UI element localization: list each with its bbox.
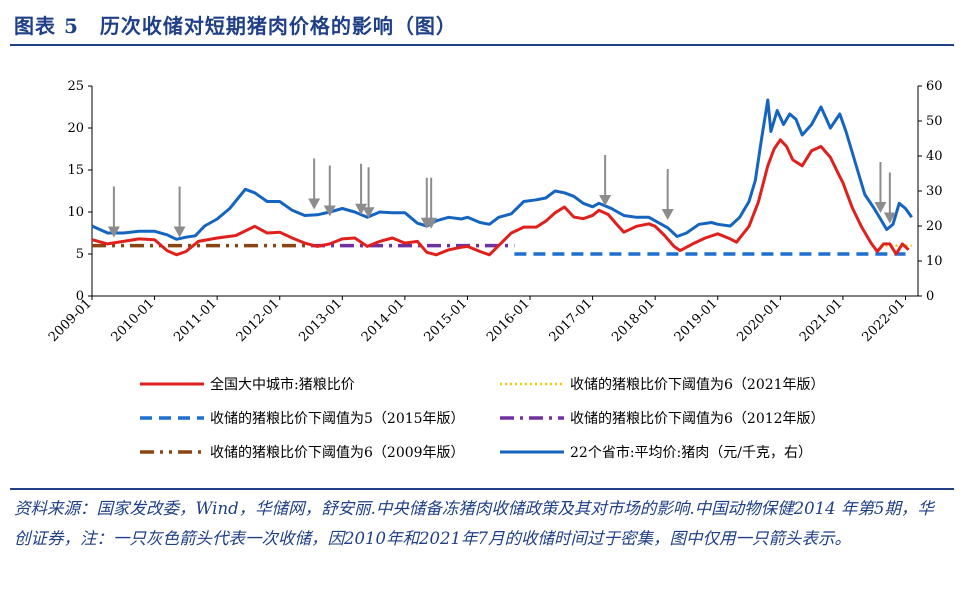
storage-arrow-head [355, 203, 368, 215]
legend-label: 收储的猪粮比价下阈值为6（2012年版） [570, 411, 825, 427]
y-right-tick-label: 40 [926, 149, 943, 164]
legend-label: 全国大中城市:猪粮比价 [210, 376, 355, 393]
x-tick-label: 2016-01 [484, 296, 533, 345]
storage-arrow-head [425, 217, 438, 229]
storage-arrow [362, 167, 375, 219]
chart: 0 5 10 15 20 25 0 10 20 30 40 50 60 2009-01 2010-01 201… [46, 79, 943, 461]
storage-arrow-head [107, 226, 120, 238]
title-divider [10, 44, 954, 46]
y-right-tick-label: 10 [926, 254, 943, 269]
legend-item: 收储的猪粮比价下阈值为6（2009年版） [140, 445, 465, 461]
storage-arrow-head [173, 226, 186, 238]
x-tick-label: 2018-01 [609, 296, 658, 345]
y-left-tick-label: 25 [67, 79, 84, 94]
storage-arrow-head [323, 205, 336, 217]
x-tick-label: 2020-01 [734, 296, 783, 345]
x-tick-label: 2009-01 [46, 296, 95, 345]
storage-arrow [323, 165, 336, 217]
y-left-tick-label: 15 [67, 163, 84, 178]
x-tick-label: 2012-01 [234, 296, 283, 345]
storage-arrow [173, 186, 186, 238]
storage-arrow-head [308, 198, 321, 210]
storage-arrow-head [874, 202, 887, 213]
x-tick-label: 2022-01 [860, 296, 909, 345]
legend-label: 22个省市:平均价:猪肉（元/千克，右） [570, 444, 812, 461]
legend: 全国大中城市:猪粮比价 收储的猪粮比价下阈值为6（2021年版） 收储的猪粮比价下阈… [140, 376, 825, 461]
y-left-tick-label: 0 [76, 289, 84, 304]
legend-item: 收储的猪粮比价下阈值为6（2012年版） [500, 411, 825, 427]
legend-item: 全国大中城市:猪粮比价 [140, 376, 355, 393]
storage-arrow [599, 155, 612, 206]
y-right-tick-label: 0 [926, 289, 934, 304]
series-line [91, 138, 910, 257]
storage-arrow-head [883, 212, 896, 224]
x-tick-label: 2019-01 [672, 296, 721, 345]
y-left-tick-label: 20 [67, 121, 84, 136]
y-right-tick-label: 20 [926, 219, 943, 234]
storage-arrow [425, 177, 438, 229]
legend-label: 收储的猪粮比价下阈值为6（2009年版） [210, 445, 465, 461]
storage-arrow-head [362, 207, 375, 219]
x-tick-label: 2021-01 [797, 296, 846, 345]
source-note: 资料来源：国家发改委，Wind，华储网，舒安丽.中央储备冻猪肉收储政策及其对市场… [14, 499, 934, 548]
storage-arrows-layer [107, 155, 896, 238]
x-tick-label: 2010-01 [109, 296, 158, 345]
x-tick-label: 2015-01 [421, 296, 470, 345]
y-right-tick-label: 50 [926, 114, 943, 129]
series-line [91, 98, 913, 241]
storage-arrow [661, 169, 674, 220]
y-left-tick-label: 5 [76, 247, 84, 262]
legend-item: 收储的猪粮比价下阈值为5（2015年版） [140, 411, 465, 427]
y-right-tick-label: 30 [926, 184, 943, 199]
x-tick-label: 2014-01 [359, 296, 408, 345]
legend-label: 收储的猪粮比价下阈值为6（2021年版） [570, 377, 825, 393]
x-tick-label: 2013-01 [296, 296, 345, 345]
storage-arrow [308, 158, 321, 210]
storage-arrow-head [599, 195, 612, 206]
x-tick-label: 2017-01 [547, 296, 596, 345]
source-divider [10, 488, 954, 490]
storage-arrow [107, 186, 120, 238]
storage-arrow [874, 162, 887, 213]
legend-item: 收储的猪粮比价下阈值为6（2021年版） [500, 377, 825, 393]
y-left-tick-label: 10 [67, 205, 84, 220]
legend-item: 22个省市:平均价:猪肉（元/千克，右） [500, 444, 812, 461]
y-right-tick-label: 60 [926, 79, 943, 94]
x-tick-label: 2011-01 [171, 296, 220, 345]
storage-arrow [883, 172, 896, 224]
storage-arrow-head [661, 209, 674, 220]
legend-label: 收储的猪粮比价下阈值为5（2015年版） [210, 411, 465, 427]
storage-arrow [355, 163, 368, 215]
figure-title: 图表 5 历次收储对短期猪肉价格的影响（图） [14, 14, 457, 38]
chart-series-layer [91, 98, 913, 257]
